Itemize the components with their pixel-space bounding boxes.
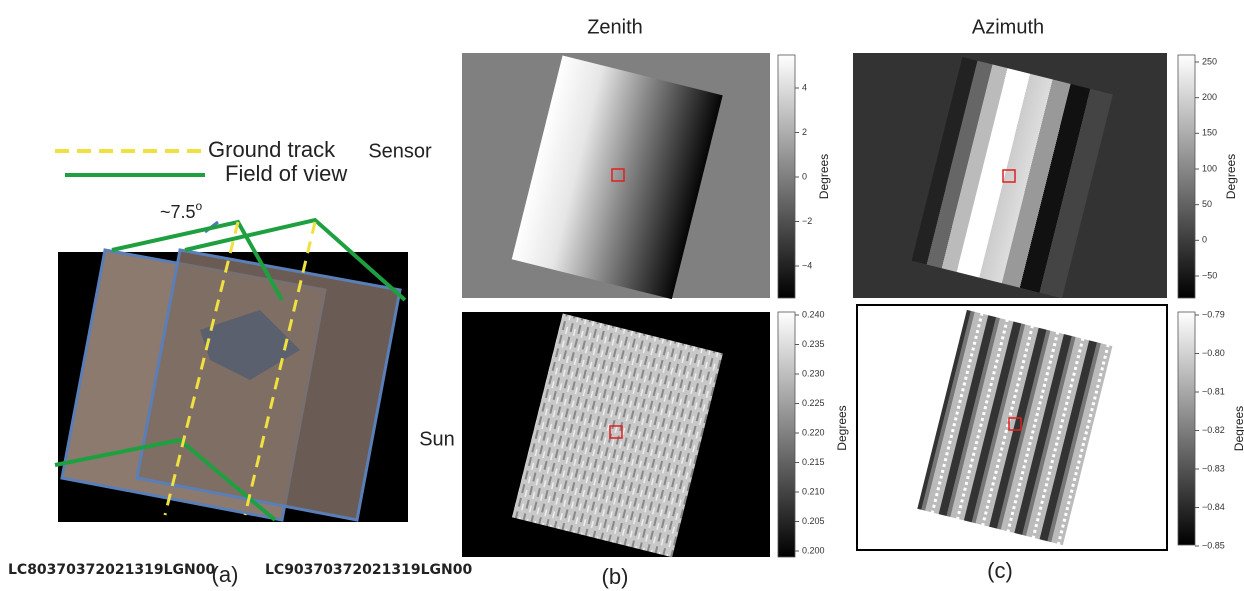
colorbar-tick-label: −0.80 — [1202, 348, 1225, 358]
colorbar-tick-label: 0.205 — [802, 516, 825, 526]
panel-label: (c) — [987, 558, 1013, 583]
colorbar-tick-label: 250 — [1202, 56, 1217, 66]
colorbar — [778, 55, 795, 298]
colorbar-title: Degrees — [1224, 154, 1238, 199]
angle-label: ~7.5o — [160, 199, 203, 222]
column-header: Azimuth — [972, 16, 1044, 38]
colorbar-tick-label: −0.83 — [1202, 463, 1225, 473]
colorbar-tick-label: −0.81 — [1202, 386, 1225, 396]
colorbar-tick-label: 0 — [802, 171, 807, 181]
colorbar-tick-label: −4 — [802, 260, 812, 270]
row-header: Sun — [419, 428, 455, 450]
colorbar-tick-label: −0.79 — [1202, 309, 1225, 319]
legend-label: Ground track — [208, 137, 336, 162]
colorbar-tick-label: −0.84 — [1202, 502, 1225, 512]
scene-id: LC80370372021319LGN00 — [8, 562, 215, 578]
colorbar-tick-label: −50 — [1202, 270, 1217, 280]
colorbar-tick-label: 0.230 — [802, 368, 825, 378]
colorbar-tick-label: 200 — [1202, 92, 1217, 102]
scene-landsat9 — [137, 250, 400, 520]
legend-label: Field of view — [225, 161, 347, 186]
colorbar-tick-label: 0.215 — [802, 457, 825, 467]
colorbar-tick-label: 2 — [802, 127, 807, 137]
colorbar-tick-label: 0 — [1202, 235, 1207, 245]
colorbar-tick-label: −0.85 — [1202, 540, 1225, 550]
panel-label: (b) — [602, 564, 629, 589]
colorbar-tick-label: 150 — [1202, 128, 1217, 138]
colorbar — [778, 312, 795, 557]
colorbar-title: Degrees — [817, 154, 831, 199]
colorbar-tick-label: 0.200 — [802, 545, 825, 555]
scene-id: LC90370372021319LGN00 — [265, 562, 472, 578]
colorbar-tick-label: −0.82 — [1202, 425, 1225, 435]
colorbar — [1178, 55, 1195, 298]
colorbar-tick-label: 0.220 — [802, 427, 825, 437]
figure: Ground track Field of view ~7.5o LC80370… — [0, 0, 1244, 591]
panel-label: (a) — [212, 562, 239, 587]
colorbar-tick-label: 50 — [1202, 199, 1212, 209]
column-header: Zenith — [587, 16, 643, 38]
side-label: Degrees — [835, 405, 849, 450]
colorbar-tick-label: 0.210 — [802, 486, 825, 496]
row-header: Sensor — [368, 140, 432, 162]
colorbar-tick-label: 0.235 — [802, 339, 825, 349]
colorbar-tick-label: 100 — [1202, 163, 1217, 173]
colorbar-tick-label: 4 — [802, 82, 807, 92]
colorbar-tick-label: 0.240 — [802, 309, 825, 319]
colorbar-title: Degrees — [1232, 406, 1244, 451]
colorbar — [1178, 312, 1195, 545]
colorbar-tick-label: −2 — [802, 216, 812, 226]
colorbar-tick-label: 0.225 — [802, 398, 825, 408]
